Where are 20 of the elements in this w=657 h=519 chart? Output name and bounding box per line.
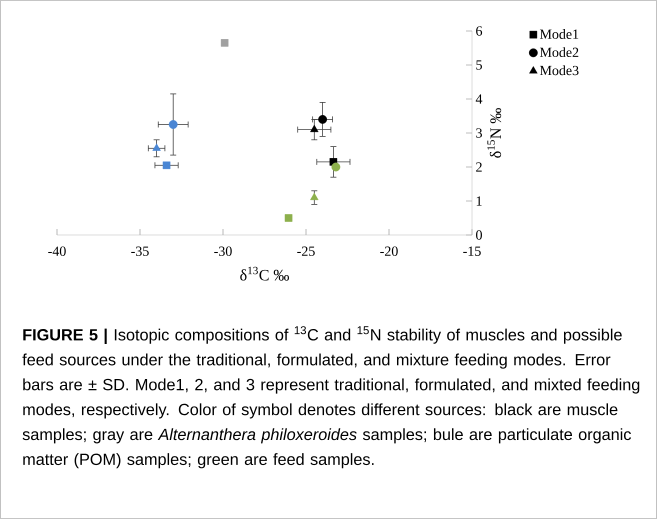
x-axis-title: δ$^{13}$C ‰: [240, 266, 289, 281]
x-tick-label: -40: [48, 246, 66, 256]
x-tick-label: -35: [131, 246, 149, 256]
x-tick-label: -20: [380, 246, 398, 256]
y-tick-label: 5: [476, 60, 482, 70]
x-tick-label: -15: [463, 246, 481, 256]
y-axis-title: δ$^{15}$N ‰: [487, 108, 502, 158]
point: [220, 39, 228, 47]
legend-label: Mode2: [540, 47, 578, 58]
y-tick-label: 4: [476, 94, 482, 104]
legend-label: Mode1: [540, 29, 578, 39]
y-tick-label: 3: [476, 128, 482, 138]
x-tick-label: -25: [297, 246, 315, 256]
y-tick-label: 2: [476, 162, 482, 172]
text: FIGURE 5 | Isotopic compositions of $^{13}$C and $^{15}$N stability of muscles and possible feed sources under the traditional, formulated, and mixture feeding modes. Error bars are ± SD. Mode1, 2, and 3 represent traditional, formulated, and mixted feeding modes, respectively. Color of symbol denotes different sources: black are muscle samples; gray are Alternanthera philoxeroides samples; bule are particulate organic matter (POM) samples; green are feed samples.: [22, 326, 640, 468]
y-tick-label: 1: [476, 196, 482, 206]
legend-label: Mode3: [540, 65, 579, 76]
x-tick-label: -30: [214, 246, 232, 256]
y-tick-label: 0: [476, 230, 482, 240]
y-tick-label: 6: [476, 26, 482, 36]
